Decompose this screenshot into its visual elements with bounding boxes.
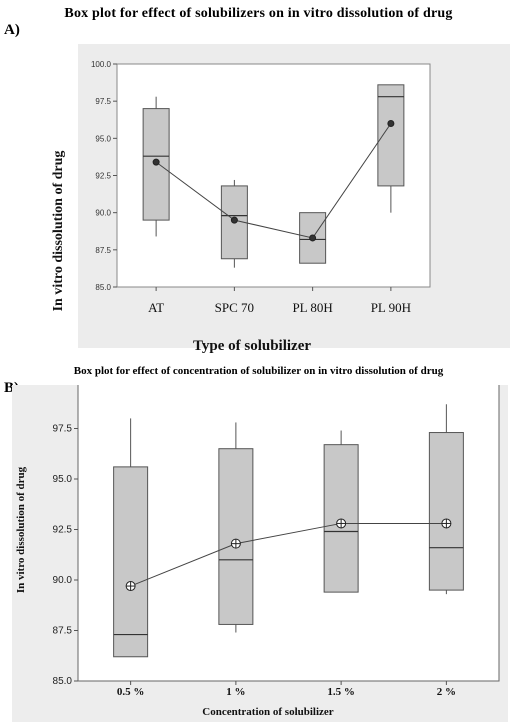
chart-a: 85.0 87.5 90.0 92.5 95.0 97.5 100.0 AT SPC 70 PL…: [51, 44, 510, 354]
box-iqr: [428, 432, 464, 591]
y-tick-label: 95.0: [53, 474, 73, 485]
x-tick-label: PL 90H: [371, 300, 411, 315]
chart-a-x-label: Type of solubilizer: [193, 338, 311, 354]
x-tick-label: SPC 70: [215, 300, 254, 315]
mean-marker: [152, 158, 160, 166]
y-tick-label: 97.5: [53, 424, 73, 435]
mean-marker: [309, 234, 317, 242]
y-tick-label: 87.5: [53, 626, 73, 637]
y-tick-label: 90.0: [95, 209, 111, 218]
chart-b-means: [125, 518, 452, 592]
chart-a-panel-label: A): [4, 22, 20, 38]
box-iqr: [377, 84, 405, 187]
x-tick-label: 1.5 %: [327, 686, 355, 698]
chart-b-boxes: [113, 404, 464, 658]
x-tick-label: AT: [148, 300, 164, 315]
mean-connect-line: [130, 522, 447, 587]
chart-a-y-label: In vitro dissolution of drug: [51, 151, 66, 312]
y-tick-label: 85.0: [95, 283, 111, 292]
x-tick-label: 0.5 %: [117, 686, 145, 698]
x-tick-label: 1 %: [226, 686, 245, 698]
chart-b-x-axis: 0.5 % 1 % 1.5 % 2 %: [117, 681, 456, 698]
y-tick-label: 87.5: [95, 246, 111, 255]
y-tick-label: 92.5: [53, 525, 73, 536]
mean-marker: [230, 216, 238, 224]
chart-a-x-axis: AT SPC 70 PL 80H PL 90H: [148, 287, 411, 315]
chart-b-title: Box plot for effect of concentration of …: [73, 365, 444, 377]
y-tick-label: 90.0: [53, 575, 73, 586]
box-iqr: [218, 448, 254, 625]
y-tick-label: 92.5: [95, 172, 111, 181]
x-tick-label: 2 %: [437, 686, 456, 698]
chart-a-title: Box plot for effect of solubilizers on i…: [64, 6, 453, 21]
chart-b-y-label: In vitro dissolution of drug: [15, 466, 27, 593]
y-tick-label: 97.5: [95, 97, 111, 106]
chart-a-means: [152, 119, 395, 242]
x-tick-label: PL 80H: [292, 300, 332, 315]
y-tick-label: 95.0: [95, 134, 111, 143]
y-tick-label: 85.0: [53, 676, 73, 687]
box-iqr: [113, 466, 149, 658]
chart-b-x-label: Concentration of solubilizer: [202, 706, 333, 718]
chart-a-y-axis: 85.0 87.5 90.0 92.5 95.0 97.5 100.0: [91, 60, 117, 292]
y-tick-label: 100.0: [91, 60, 112, 69]
mean-marker: [387, 119, 395, 127]
box-iqr: [323, 444, 359, 593]
mean-connect-line: [155, 123, 392, 239]
